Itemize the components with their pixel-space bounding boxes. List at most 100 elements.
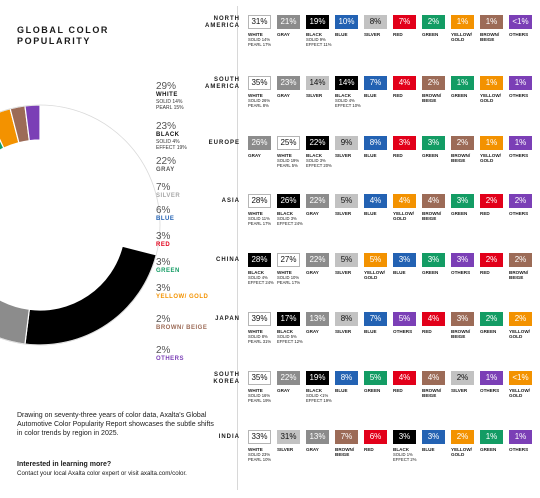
color-chip-blue: 3% <box>393 253 416 267</box>
color-label-sub: SOLID 9% <box>306 37 326 42</box>
color-label-sub: PEARL 10% <box>248 457 272 462</box>
color-label-text: BLACK <box>306 32 323 37</box>
color-label: BLACK SOLID 4% EFFECT 24% <box>248 270 277 285</box>
color-label-text: WHITE <box>248 93 263 98</box>
color-label: BLACK SOLID 1% EFFECT 2% <box>393 447 422 462</box>
color-chip-brown: 2% <box>422 76 445 90</box>
legend-name: WHITE <box>156 92 178 98</box>
color-label: GREEN <box>480 329 509 334</box>
color-chip-yellow: 2% <box>451 430 474 444</box>
color-label-text: GRAY <box>277 93 290 98</box>
color-chip-green: 3% <box>422 253 445 267</box>
color-label-sub: PEARL 17% <box>248 221 272 226</box>
legend-pct: 7% <box>156 182 171 193</box>
color-label: SILVER <box>335 211 364 216</box>
color-label-text: RED <box>393 388 403 393</box>
color-chip-gray: 22% <box>277 371 300 385</box>
color-chip-others: 3% <box>451 253 474 267</box>
color-label: BLUE <box>364 93 393 98</box>
color-label: OTHERS <box>480 388 509 393</box>
legend-pct: 6% <box>156 205 171 216</box>
region-row-europe: EUROPE 26% GRAY 25% WHITE SOLID 19% PEARL 5% 22… <box>195 136 540 188</box>
color-label-text: BLACK <box>306 153 323 158</box>
color-label-text: BLUE <box>335 32 348 37</box>
color-chip-brown: 3% <box>451 312 474 326</box>
color-label-sub: SOLID 23% <box>248 452 271 457</box>
color-label-text: RED <box>393 153 403 158</box>
color-label-text: BLUE <box>364 329 377 334</box>
color-label: GREEN <box>480 447 509 452</box>
color-label: WHITE SOLID 19% PEARL 5% <box>277 153 306 168</box>
color-chip-blue: 8% <box>335 371 358 385</box>
color-label-sub: EFFECT 24% <box>277 221 303 226</box>
color-chip-others: 1% <box>509 136 532 150</box>
color-label-text: SILVER <box>335 211 352 216</box>
color-label: BLUE <box>335 32 364 37</box>
region-row-india: INDIA 33% WHITE SOLID 23% PEARL 10% 31% SILVER… <box>195 430 540 482</box>
color-label: BLUE <box>422 447 451 452</box>
legend-item-red: 3% RED <box>156 232 236 249</box>
color-label-sub: SOLID 4% <box>335 98 355 103</box>
color-chip-red: 3% <box>393 136 416 150</box>
color-label: YELLOW/ GOLD <box>509 329 538 339</box>
color-label: BROWN/ BEIGE <box>422 388 451 398</box>
color-label: RED <box>480 211 509 216</box>
color-chip-gray: 13% <box>306 312 329 326</box>
donut-slice-gray <box>0 299 31 345</box>
color-chip-white: 35% <box>248 76 271 90</box>
color-label: BLACK SOLID 9% EFFECT 11% <box>306 32 335 47</box>
legend-name: BLACK <box>156 132 180 138</box>
color-label: YELLOW/ GOLD <box>480 153 509 163</box>
color-label-text: BLUE <box>393 270 406 275</box>
color-label-text: SILVER <box>335 270 352 275</box>
color-chip-white: 31% <box>248 15 271 29</box>
color-label: BROWN/ BEIGE <box>422 93 451 103</box>
color-label: BLUE <box>364 211 393 216</box>
color-label: BLUE <box>364 153 393 158</box>
color-label-text: GREEN <box>451 93 468 98</box>
color-chip-green: 3% <box>422 136 445 150</box>
color-label: WHITE SOLID 10% PEARL 17% <box>277 270 306 285</box>
color-chip-brown: 1% <box>480 15 503 29</box>
color-label-text: YELLOW/ GOLD <box>509 329 530 339</box>
color-chip-black: 14% <box>335 76 358 90</box>
color-label-text: RED <box>393 32 403 37</box>
color-chip-blue: 7% <box>364 76 387 90</box>
color-chip-gray: 22% <box>306 253 329 267</box>
color-label-text: BLUE <box>364 153 377 158</box>
color-label-sub: EFFECT 2% <box>393 457 417 462</box>
legend-item-black: 23% BLACK SOLID 4% EFFECT 19% <box>156 122 236 152</box>
color-label: OTHERS <box>509 211 538 216</box>
color-label: GRAY <box>306 270 335 275</box>
color-chip-black: 19% <box>306 15 329 29</box>
color-label-text: RED <box>480 211 490 216</box>
color-chip-red: 4% <box>393 371 416 385</box>
cta-heading: Interested in learning more? <box>17 461 112 468</box>
color-label-sub: PEARL 5% <box>277 163 298 168</box>
color-chip-white: 28% <box>248 194 271 208</box>
color-label: WHITE SOLID 23% PEARL 10% <box>248 447 277 462</box>
legend-pct: 3% <box>156 231 171 242</box>
color-label-text: BROWN/ BEIGE <box>422 93 442 103</box>
legend-sub: SOLID 4% <box>156 139 180 145</box>
color-label-sub: PEARL 31% <box>248 339 272 344</box>
color-chip-white: 39% <box>248 312 271 326</box>
color-label: SILVER <box>335 329 364 334</box>
color-chip-green: 5% <box>364 371 387 385</box>
legend-name: SILVER <box>156 193 181 199</box>
legend-item-gray: 22% GRAY <box>156 157 236 174</box>
color-chip-silver: 31% <box>277 430 300 444</box>
color-label-text: SILVER <box>364 32 381 37</box>
color-label: BROWN/ BEIGE <box>335 447 364 457</box>
color-chip-others: 1% <box>509 76 532 90</box>
color-chip-yellow: 1% <box>480 136 503 150</box>
color-label: RED <box>393 388 422 393</box>
color-chip-gray: 26% <box>248 136 271 150</box>
color-chip-others: 1% <box>480 371 503 385</box>
color-label-text: RED <box>393 93 403 98</box>
cta-body: Contact your local Axalta color expert o… <box>17 470 187 477</box>
legend-name: GREEN <box>156 268 180 274</box>
legend-item-blue: 6% BLUE <box>156 206 236 223</box>
color-label-text: BROWN/ BEIGE <box>451 153 471 163</box>
color-label: BLACK SOLID 5% EFFECT 12% <box>277 329 306 344</box>
